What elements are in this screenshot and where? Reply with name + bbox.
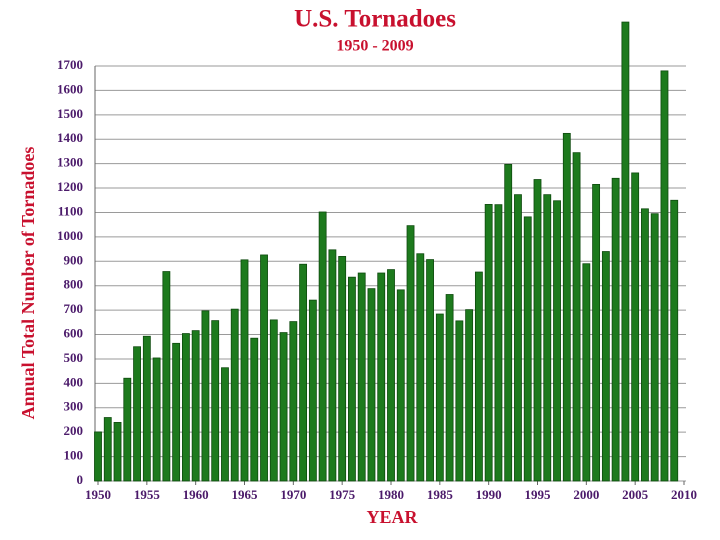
bar [406, 225, 415, 482]
y-tick-label: 400 [64, 374, 84, 389]
bar [543, 194, 552, 482]
bar [572, 152, 581, 482]
y-tick-label: 1400 [57, 130, 83, 145]
chart-subtitle: 1950 - 2009 [336, 38, 413, 55]
bar [338, 256, 347, 482]
y-tick-label: 900 [64, 252, 84, 267]
bar [299, 263, 308, 482]
chart-title: U.S. Tornadoes [294, 6, 456, 33]
bar [113, 422, 122, 482]
bar [142, 335, 151, 482]
bar [201, 310, 210, 482]
bar [318, 211, 327, 482]
x-tick-label: 1975 [329, 487, 356, 502]
bar [523, 216, 532, 482]
y-tick-label: 200 [64, 423, 84, 438]
bar [484, 204, 493, 482]
bar [396, 289, 405, 482]
bar [504, 163, 513, 482]
y-tick-label: 1000 [57, 228, 83, 243]
bar [191, 330, 200, 482]
bar [289, 321, 298, 482]
bar [455, 320, 464, 482]
bar [650, 213, 659, 482]
x-tick-label: 1985 [427, 487, 454, 502]
bar [172, 342, 181, 482]
x-tick-label: 2000 [573, 487, 599, 502]
bar [123, 377, 132, 482]
x-tick-label: 1955 [134, 487, 161, 502]
bar [611, 177, 620, 482]
bar [367, 288, 376, 482]
bar [230, 308, 239, 482]
bar [553, 200, 561, 482]
y-tick-label: 500 [64, 350, 84, 365]
bar [641, 208, 649, 482]
bar [152, 357, 161, 482]
bar [181, 333, 190, 482]
bar [279, 332, 288, 482]
bar [308, 299, 317, 482]
y-tick-label: 800 [64, 277, 84, 292]
bar [377, 272, 386, 482]
y-tick-label: 300 [64, 399, 84, 414]
y-tick-label: 1100 [58, 203, 83, 218]
bar [103, 417, 112, 482]
bar [533, 179, 542, 482]
bar [94, 431, 102, 482]
bar [416, 253, 425, 482]
bar [601, 251, 610, 482]
y-tick-label: 100 [64, 448, 84, 463]
x-tick-label: 1995 [525, 487, 552, 502]
x-tick-label: 2010 [671, 487, 697, 502]
y-axis-label: Annual Total Number of Tornadoes [18, 147, 38, 420]
bar [494, 204, 503, 482]
bar [435, 313, 444, 482]
bar [240, 259, 249, 482]
y-tick-label: 1500 [57, 106, 83, 121]
x-tick-label: 2005 [622, 487, 649, 502]
bar [465, 309, 474, 482]
y-tick-label: 600 [64, 326, 84, 341]
bar [426, 259, 434, 482]
y-tick-label: 1700 [57, 57, 83, 72]
x-tick-label: 1965 [232, 487, 259, 502]
bar [250, 337, 259, 482]
bar [562, 132, 571, 482]
x-tick-label: 1950 [85, 487, 111, 502]
bar [221, 367, 229, 482]
bar [621, 21, 630, 482]
bar [514, 194, 522, 482]
bar [660, 70, 669, 482]
x-tick-label: 1960 [183, 487, 209, 502]
bar [445, 294, 454, 482]
bar [670, 199, 679, 482]
bar [592, 183, 601, 482]
bar [211, 320, 220, 482]
x-tick-label: 1980 [378, 487, 404, 502]
bar [357, 272, 366, 482]
bar [582, 263, 591, 482]
bar [387, 269, 395, 482]
y-tick-label: 1600 [57, 81, 83, 96]
x-tick-label: 1990 [476, 487, 502, 502]
y-tick-label: 1300 [57, 155, 83, 170]
bar [162, 271, 171, 482]
y-tick-label: 0 [77, 472, 84, 487]
x-axis-label: YEAR [366, 507, 418, 527]
y-tick-label: 1200 [57, 179, 83, 194]
bar [631, 172, 640, 482]
x-tick-label: 1970 [280, 487, 306, 502]
bar [133, 346, 141, 482]
bar [328, 249, 337, 482]
bar [260, 254, 268, 482]
y-tick-label: 700 [64, 301, 84, 316]
bar [269, 319, 278, 482]
bar [474, 271, 483, 482]
bar [348, 276, 356, 482]
